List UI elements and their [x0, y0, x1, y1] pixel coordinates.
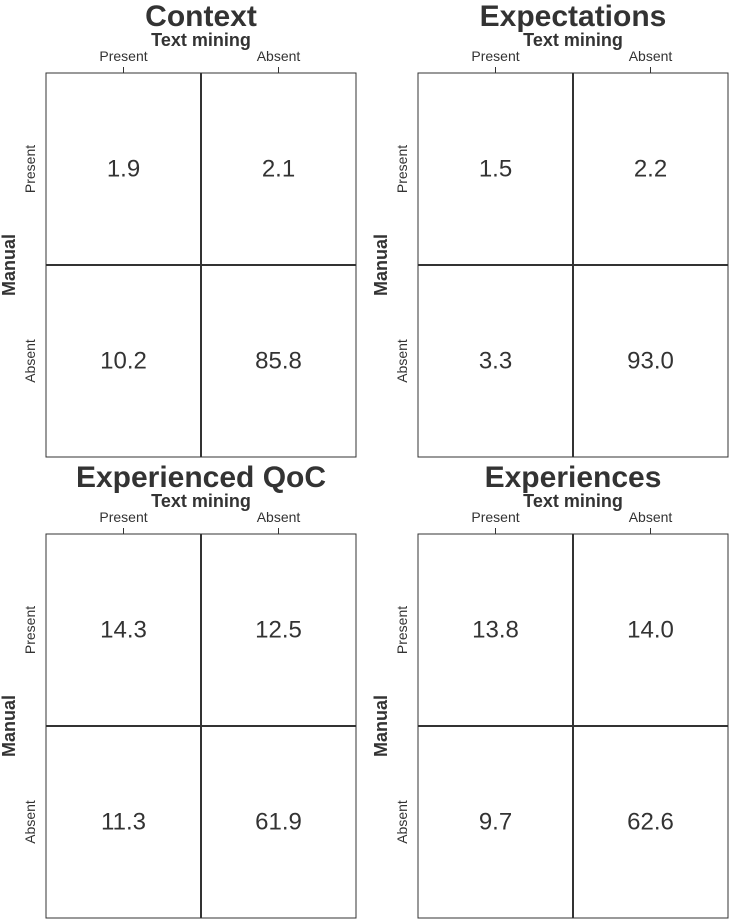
y-tick-label: Present [22, 145, 38, 193]
y-tick-label: Absent [394, 800, 410, 844]
panel-title: Expectations [480, 0, 667, 33]
y-axis-title: Manual [371, 695, 391, 757]
cell-value: 62.6 [627, 809, 674, 836]
cell-value: 85.8 [255, 348, 302, 375]
cell-value: 93.0 [627, 348, 674, 375]
y-axis-title: Manual [0, 695, 19, 757]
x-axis-title: Text mining [151, 491, 251, 511]
cell-value: 13.8 [472, 617, 519, 644]
x-tick-label: Absent [257, 48, 301, 64]
cell-value: 14.0 [627, 617, 674, 644]
panel-title: Experienced QoC [76, 461, 326, 494]
cell-value: 14.3 [100, 617, 147, 644]
y-tick-label: Absent [22, 339, 38, 383]
cell-value: 1.9 [107, 156, 140, 183]
cell-value: 2.1 [262, 156, 295, 183]
y-tick-label: Absent [22, 800, 38, 844]
cell-value: 9.7 [479, 809, 512, 836]
cell-value: 10.2 [100, 348, 147, 375]
x-tick-label: Present [471, 48, 519, 64]
x-tick-label: Absent [257, 509, 301, 525]
y-tick-label: Present [22, 606, 38, 654]
x-tick-label: Absent [629, 509, 673, 525]
x-tick-label: Present [99, 509, 147, 525]
cell-value: 61.9 [255, 809, 302, 836]
cell-value: 11.3 [101, 809, 146, 836]
y-tick-label: Present [394, 606, 410, 654]
x-axis-title: Text mining [523, 491, 623, 511]
y-axis-title: Manual [0, 234, 19, 296]
cell-value: 1.5 [479, 156, 512, 183]
y-tick-label: Present [394, 145, 410, 193]
panel-title: Context [145, 0, 257, 33]
cell-value: 2.2 [634, 156, 667, 183]
panel-title: Experiences [485, 461, 662, 494]
x-tick-label: Present [471, 509, 519, 525]
y-tick-label: Absent [394, 339, 410, 383]
cell-value: 12.5 [255, 617, 302, 644]
x-axis-title: Text mining [151, 30, 251, 50]
x-tick-label: Absent [629, 48, 673, 64]
y-axis-title: Manual [371, 234, 391, 296]
x-tick-label: Present [99, 48, 147, 64]
x-axis-title: Text mining [523, 30, 623, 50]
cell-value: 3.3 [479, 348, 512, 375]
